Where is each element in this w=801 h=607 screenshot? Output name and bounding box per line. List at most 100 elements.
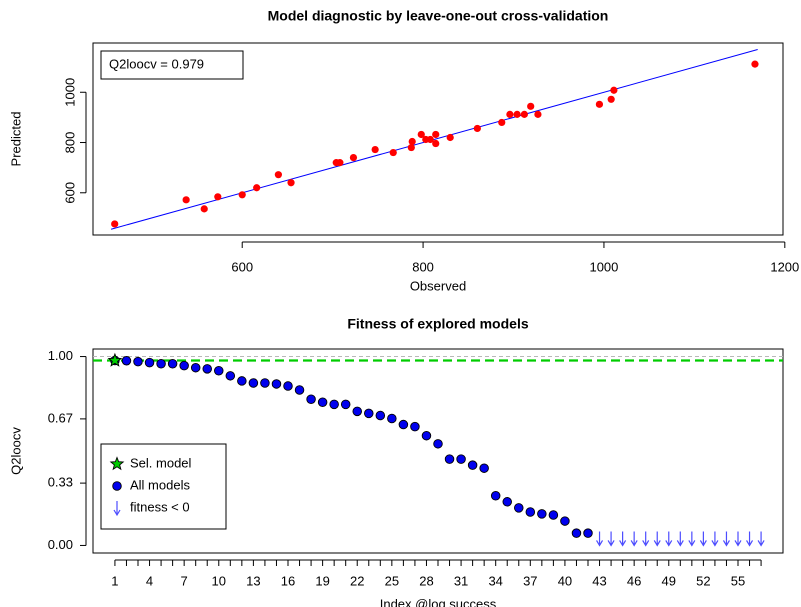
star-marker	[107, 352, 123, 367]
x-tick-label: 13	[246, 573, 260, 588]
dot-marker	[121, 355, 132, 366]
x-tick-label: 37	[523, 573, 537, 588]
arrow-marker	[642, 531, 650, 547]
x-tick-label: 52	[696, 573, 710, 588]
dot-marker	[433, 439, 443, 449]
annotation: Q2loocv = 0.979	[109, 56, 204, 71]
dot-marker	[456, 454, 466, 464]
data-point	[214, 193, 222, 201]
dot-marker	[444, 454, 455, 464]
x-tick-label: 28	[419, 573, 433, 588]
dot-marker	[467, 460, 478, 470]
data-point	[426, 135, 434, 144]
y-tick-label: 0.00	[48, 537, 73, 552]
dot-marker	[214, 365, 224, 376]
data-point	[446, 133, 454, 142]
dot-marker	[479, 463, 489, 473]
dot-marker	[329, 399, 339, 410]
dot-marker	[317, 397, 328, 408]
data-point	[751, 60, 759, 68]
dot-marker	[583, 528, 593, 538]
legend-marker	[113, 501, 121, 517]
dot-marker	[537, 509, 547, 519]
dot-marker	[260, 378, 270, 388]
data-point	[253, 184, 261, 192]
data-point	[287, 179, 295, 187]
arrow-marker	[711, 531, 719, 547]
data-point	[182, 196, 190, 204]
y-tick-label: 800	[62, 132, 77, 154]
legend-marker	[112, 481, 122, 491]
chart-title: Fitness of explored models	[347, 316, 528, 332]
arrow-marker	[619, 531, 627, 547]
x-tick-label: 46	[627, 573, 641, 588]
x-tick-label: 800	[412, 259, 434, 274]
annotation-box	[100, 50, 244, 80]
x-tick-label: 4	[146, 573, 153, 588]
x-tick-label: 7	[181, 573, 188, 588]
data-point	[349, 153, 358, 162]
dot-marker	[225, 371, 236, 381]
data-point	[527, 102, 535, 110]
dot-marker	[525, 507, 536, 517]
dot-marker	[364, 408, 374, 419]
data-point	[238, 191, 246, 199]
data-point	[520, 110, 528, 118]
legend-label: All models	[130, 477, 190, 492]
data-point	[417, 130, 425, 139]
dot-marker	[410, 421, 420, 432]
x-tick-label: 19	[315, 573, 329, 588]
x-tick-label: 600	[231, 259, 253, 274]
data-point	[111, 220, 119, 228]
dot-marker	[502, 497, 512, 507]
legend-label: fitness < 0	[130, 499, 190, 514]
dot-marker	[179, 360, 189, 371]
chart-title: Model diagnostic by leave-one-out cross-…	[268, 8, 609, 24]
dot-marker	[283, 381, 293, 391]
x-tick-label: 1200	[770, 259, 799, 274]
arrow-marker	[734, 531, 742, 547]
dot-marker	[398, 419, 409, 430]
dot-marker	[306, 394, 316, 404]
dot-marker	[237, 376, 247, 386]
dot-marker	[340, 399, 351, 410]
data-point	[610, 86, 618, 94]
y-axis-label: Predicted	[8, 112, 23, 167]
y-tick-label: 1000	[62, 78, 77, 107]
legend-label: Sel. model	[130, 455, 192, 470]
arrow-marker	[607, 531, 615, 547]
dot-marker	[167, 358, 178, 369]
dot-marker	[271, 379, 282, 389]
dot-marker	[490, 491, 501, 501]
y-tick-label: 0.33	[48, 475, 73, 490]
dot-marker	[352, 406, 362, 417]
x-tick-label: 22	[350, 573, 364, 588]
x-tick-label: 31	[454, 573, 468, 588]
y-axis-label: Q2loocv	[8, 427, 23, 475]
dot-marker	[248, 378, 259, 388]
x-tick-label: 55	[731, 573, 745, 588]
x-tick-label: 25	[385, 573, 399, 588]
data-point	[607, 95, 615, 103]
data-point	[432, 139, 440, 148]
x-tick-label: 10	[212, 573, 226, 588]
data-point	[371, 145, 379, 154]
dot-marker	[548, 510, 559, 520]
data-point	[498, 118, 506, 127]
arrow-marker	[757, 531, 765, 547]
dot-marker	[375, 410, 386, 421]
dot-marker	[514, 503, 524, 513]
dot-marker	[387, 413, 397, 424]
data-point	[432, 130, 440, 139]
plot-frame	[92, 42, 784, 236]
data-point	[200, 205, 208, 213]
arrow-marker	[676, 531, 684, 547]
legend-box	[100, 443, 227, 530]
y-tick-label: 600	[62, 182, 77, 204]
data-point	[513, 110, 521, 118]
arrow-marker	[665, 531, 673, 547]
x-tick-label: 34	[488, 573, 502, 588]
arrow-marker	[699, 531, 707, 547]
